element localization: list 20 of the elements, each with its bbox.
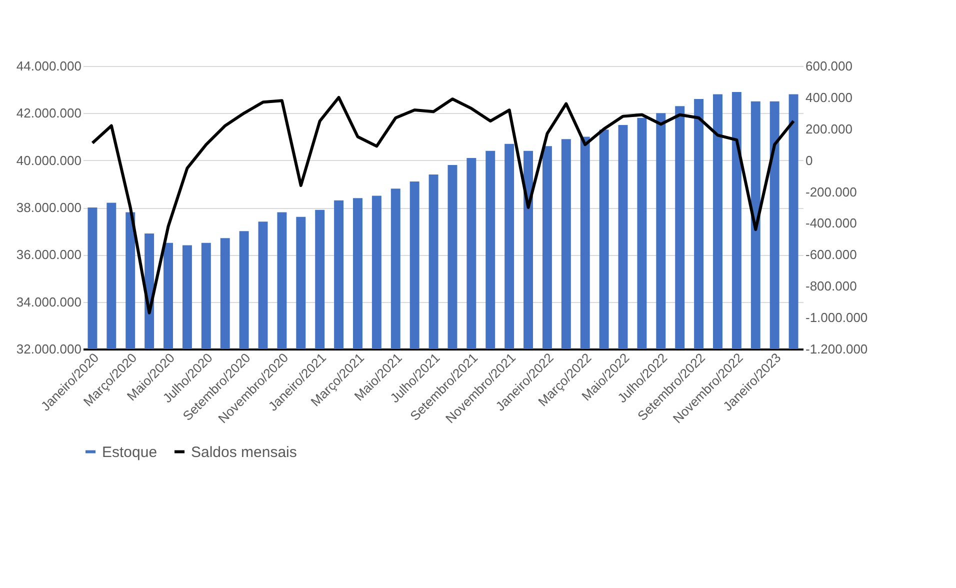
y2-tick-label: -1.200.000 [806, 342, 868, 356]
y-tick-label: 32.000.000 [16, 342, 82, 356]
y2-tick-label: -600.000 [806, 247, 857, 262]
line-series [90, 96, 796, 314]
y2-tick-label: -1.000.000 [806, 310, 868, 326]
y-tick-label: 36.000.000 [16, 247, 82, 262]
y2-tick-label: -800.000 [806, 278, 857, 294]
y2-tick-label: 0 [806, 152, 813, 168]
y-tick-label: 34.000.000 [16, 294, 82, 310]
y-tick-label: 42.000.000 [16, 106, 82, 121]
y2-tick-label: -400.000 [806, 216, 857, 231]
legend-label: Estoque [102, 444, 158, 461]
legend-label: Saldos mensais [191, 444, 297, 461]
y2-tick-label: 400.000 [806, 90, 852, 105]
y2-tick-label: 200.000 [806, 121, 852, 136]
y2-tick-label: -200.000 [806, 184, 857, 200]
y2-tick-label: 600.000 [806, 58, 852, 74]
y-tick-label: 40.000.000 [16, 152, 82, 168]
y-tick-label: 44.000.000 [16, 58, 82, 74]
y-tick-label: 38.000.000 [16, 200, 82, 215]
